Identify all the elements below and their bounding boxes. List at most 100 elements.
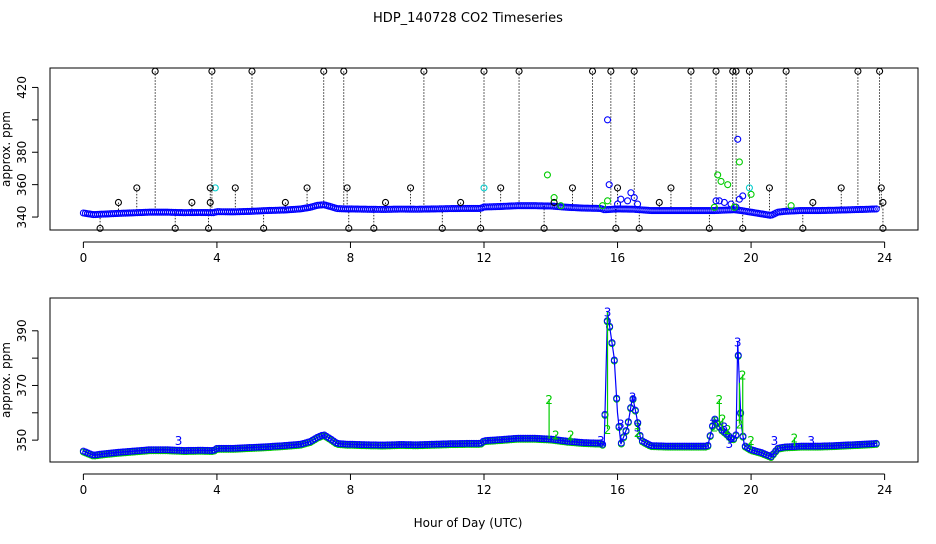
blue-marker-label: 3 (771, 434, 779, 448)
blue-point (627, 189, 635, 197)
blue-point (362, 441, 370, 449)
blue-point (96, 450, 104, 458)
blue-point (404, 441, 412, 449)
blue-point (215, 444, 223, 452)
black-spike-point (171, 224, 179, 232)
blue-point (428, 440, 436, 448)
blue-point (433, 440, 441, 448)
blue-point (437, 440, 445, 448)
blue-point (444, 440, 452, 448)
blue-point (814, 442, 822, 450)
blue-point (662, 442, 670, 450)
y-tick-label: 340 (15, 206, 29, 229)
blue-point (793, 442, 801, 450)
blue-point (566, 437, 574, 445)
x-tick-label: 16 (610, 251, 625, 265)
blue-point (634, 200, 642, 208)
blue-point (374, 441, 382, 449)
blue-point (500, 435, 508, 443)
blue-point (360, 441, 368, 449)
black-spike-point (765, 184, 773, 192)
x-tick-label: 16 (610, 483, 625, 497)
blue-point (781, 443, 789, 451)
black-spike-point (206, 184, 214, 192)
black-spike-point (739, 224, 747, 232)
blue-point (673, 442, 681, 450)
blue-point (290, 441, 298, 449)
blue-point (175, 446, 183, 454)
blue-point (715, 197, 723, 205)
blue-point (671, 442, 679, 450)
blue-point (695, 442, 703, 450)
blue-point (248, 443, 256, 451)
blue-point (185, 446, 193, 454)
black-spike-point (281, 198, 289, 207)
blue-point (400, 441, 408, 449)
black-spike-point (515, 67, 523, 75)
blue-point (435, 440, 443, 448)
blue-point (241, 444, 249, 452)
green-marker-label: 2 (719, 412, 727, 426)
black-spike-point (877, 184, 885, 192)
blue-point (669, 442, 677, 450)
blue-point (388, 441, 396, 449)
blue-marker-label: 3 (617, 418, 625, 432)
black-spike-point (712, 67, 720, 75)
blue-point (334, 440, 342, 448)
blue-point (468, 439, 476, 447)
blue-point (631, 406, 639, 414)
black-spike-point (151, 67, 159, 75)
blue-point (861, 440, 869, 448)
blue-point (783, 443, 791, 451)
blue-point (461, 439, 469, 447)
black-spike-point (540, 224, 548, 232)
blue-point (800, 442, 808, 450)
black-spike-point (588, 67, 597, 75)
blue-point (224, 444, 232, 452)
blue-point (692, 442, 700, 450)
blue-point (456, 440, 464, 448)
black-spike-point (96, 224, 104, 232)
blue-point (133, 447, 141, 455)
blue-point (470, 439, 478, 447)
blue-point (510, 435, 518, 443)
blue-point (107, 449, 115, 457)
blue-point (720, 198, 728, 207)
blue-point (421, 441, 429, 449)
blue-point (811, 442, 819, 450)
blue-point (344, 440, 352, 448)
blue-point (89, 451, 97, 459)
blue-point (196, 446, 204, 454)
blue-point (540, 435, 548, 443)
blue-point (578, 438, 586, 446)
blue-point (274, 442, 282, 450)
blue-point (521, 434, 529, 442)
blue-point (484, 436, 492, 444)
blue-point (397, 441, 405, 449)
blue-point (559, 437, 567, 445)
blue-point (103, 449, 111, 457)
blue-point (493, 436, 501, 444)
x-tick-label: 8 (347, 251, 355, 265)
blue-point (414, 441, 422, 449)
green-point (717, 177, 725, 185)
blue-point (376, 441, 384, 449)
blue-point (465, 439, 473, 447)
blue-point (463, 439, 471, 447)
blue-point (140, 446, 148, 454)
y-tick-label: 390 (15, 319, 29, 342)
blue-point (514, 434, 522, 442)
blue-point (851, 441, 859, 449)
blue-marker-label: 3 (175, 434, 183, 448)
blue-marker-label: 3 (604, 306, 612, 320)
blue-point (440, 440, 448, 448)
green-point (747, 190, 755, 198)
blue-point (648, 442, 656, 450)
green-marker-label: 2 (552, 429, 560, 443)
y-axis: 340 360 380 420 (15, 76, 39, 229)
black-spike-point (607, 67, 615, 75)
blue-point (430, 440, 438, 448)
blue-point (503, 435, 511, 443)
